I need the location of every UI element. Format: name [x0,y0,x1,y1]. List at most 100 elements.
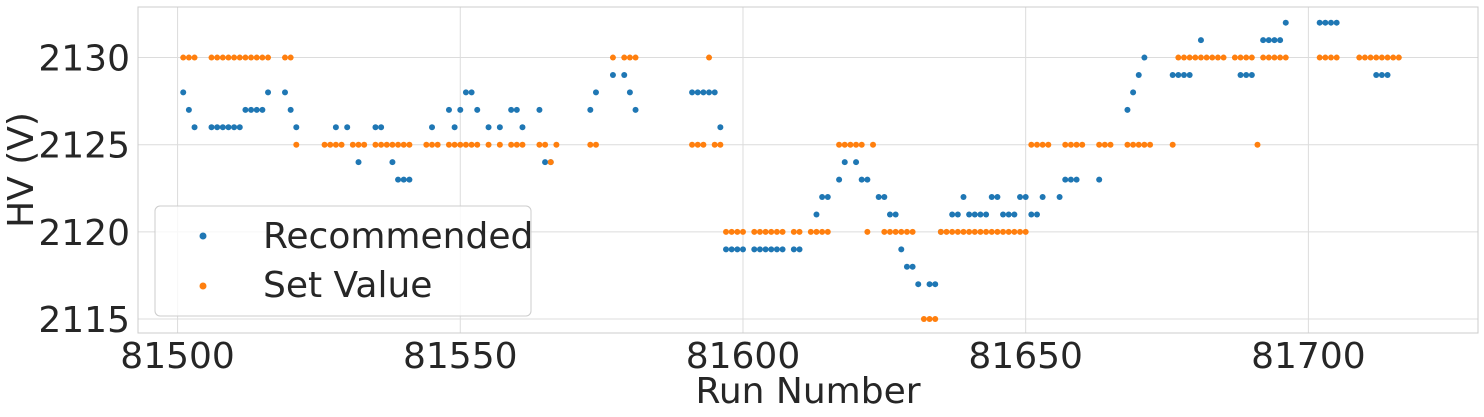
point-set-value [626,54,633,61]
point-set-value [1017,228,1024,235]
point-recommended [836,176,843,183]
point-set-value [1005,228,1012,235]
point-set-value [1271,54,1278,61]
point-recommended [762,246,769,253]
point-recommended [389,159,396,166]
point-recommended [886,211,893,218]
point-set-value [225,54,232,61]
point-recommended [609,71,616,78]
point-set-value [1214,54,1221,61]
point-set-value [1101,141,1108,148]
point-set-value [790,228,797,235]
legend-marker-set-value [199,282,207,290]
point-recommended [344,124,351,131]
point-recommended [926,281,933,288]
point-set-value [1243,54,1250,61]
point-recommended [485,124,492,131]
point-recommended [225,124,232,131]
point-recommended [242,106,249,113]
point-recommended [853,159,860,166]
point-recommended [191,124,198,131]
point-recommended [711,89,718,96]
point-recommended [983,211,990,218]
point-recommended [813,211,820,218]
point-set-value [327,141,334,148]
legend-label-recommended: Recommended [263,216,533,257]
point-set-value [1378,54,1385,61]
point-recommended [734,246,741,253]
point-set-value [547,159,554,166]
point-recommended [1067,176,1074,183]
point-set-value [536,141,543,148]
point-recommended [214,124,221,131]
point-recommended [1005,211,1012,218]
point-recommended [1248,71,1255,78]
point-recommended [824,194,831,201]
legend-marker-recommended [199,232,207,240]
point-set-value [214,54,221,61]
point-set-value [841,141,848,148]
point-set-value [259,54,266,61]
point-set-value [372,141,379,148]
point-recommended [1033,211,1040,218]
point-recommended [717,124,724,131]
point-set-value [898,228,905,235]
point-recommended [988,194,995,201]
point-set-value [1390,54,1397,61]
point-set-value [265,54,272,61]
point-recommended [406,176,413,183]
point-recommended [706,89,713,96]
point-set-value [338,141,345,148]
point-set-value [977,228,984,235]
point-recommended [966,211,973,218]
point-set-value [632,54,639,61]
point-set-value [1062,141,1069,148]
point-recommended [1282,19,1289,26]
x-tick-label: 81550 [403,336,518,377]
point-recommended [1316,19,1323,26]
point-set-value [1248,54,1255,61]
point-set-value [1361,54,1368,61]
x-tick-label: 81600 [686,336,801,377]
point-set-value [553,141,560,148]
point-set-value [1209,54,1216,61]
point-set-value [1147,141,1154,148]
point-set-value [423,141,430,148]
point-recommended [728,246,735,253]
legend-box [154,205,532,317]
point-set-value [943,228,950,235]
point-recommended [1017,194,1024,201]
point-set-value [858,141,865,148]
point-set-value [1333,54,1340,61]
point-set-value [1141,141,1148,148]
point-recommended [841,159,848,166]
point-recommended [513,106,520,113]
point-recommended [903,263,910,270]
data-points [180,19,1402,323]
point-set-value [949,228,956,235]
point-recommended [694,89,701,96]
point-set-value [1022,228,1029,235]
y-tick-label: 2120 [38,213,130,254]
point-set-value [723,228,730,235]
point-set-value [1237,54,1244,61]
point-set-value [1231,54,1238,61]
point-recommended [864,176,871,183]
point-set-value [429,141,436,148]
point-recommended [1011,211,1018,218]
point-set-value [836,141,843,148]
point-recommended [819,194,826,201]
point-set-value [383,141,390,148]
point-recommended [355,159,362,166]
point-set-value [1039,141,1046,148]
point-recommended [915,281,922,288]
point-recommended [768,246,775,253]
point-set-value [1079,141,1086,148]
point-recommended [960,194,967,201]
point-recommended [1141,54,1148,61]
point-set-value [1045,141,1052,148]
point-recommended [592,89,599,96]
point-recommended [892,211,899,218]
point-set-value [694,141,701,148]
point-set-value [937,228,944,235]
